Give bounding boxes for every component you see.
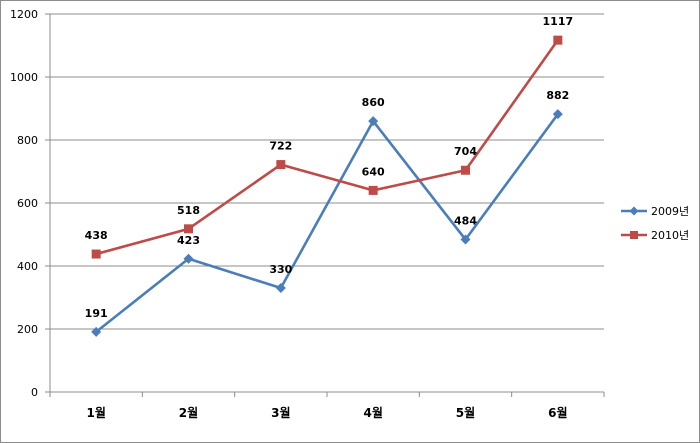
legend: 2009년 2010년 [621, 205, 689, 242]
legend-label: 2009년 [651, 205, 689, 218]
y-tick-label: 200 [17, 323, 38, 336]
x-tick-label: 6월 [548, 405, 567, 420]
legend-marker [630, 231, 638, 239]
data-labels: 191 423 330 860 484 882 438 518 722 640 704 1117 [85, 15, 573, 320]
data-label: 423 [177, 234, 200, 247]
data-point-marker [552, 109, 563, 120]
y-tick-label: 600 [17, 197, 38, 210]
data-point-marker [91, 326, 102, 337]
gridlines [50, 13, 604, 330]
x-tick-label: 2월 [179, 405, 198, 420]
data-label: 191 [85, 307, 108, 320]
y-axis: 0 200 400 600 800 1000 1200 [10, 8, 51, 399]
x-tick-label: 5월 [456, 405, 475, 420]
data-label: 518 [177, 204, 200, 217]
data-point-marker [91, 249, 101, 259]
data-point-marker [461, 165, 470, 175]
data-point-marker [184, 224, 193, 234]
data-label: 438 [85, 229, 108, 242]
x-tick-label: 4월 [363, 405, 382, 420]
data-label: 882 [546, 89, 569, 102]
data-point-marker [553, 35, 563, 45]
data-point-marker [183, 253, 194, 264]
series-group [91, 35, 563, 337]
data-label: 1117 [543, 15, 574, 28]
data-point-marker [276, 160, 286, 170]
y-tick-label: 1200 [10, 8, 38, 21]
y-tick-label: 400 [17, 260, 38, 273]
x-tick-label: 1월 [86, 405, 105, 420]
data-label: 640 [362, 165, 385, 178]
series-line-2 [95, 39, 559, 256]
data-label: 704 [454, 145, 477, 158]
series-line-1 [95, 113, 559, 333]
y-tick-label: 0 [31, 386, 38, 399]
legend-marker [629, 206, 639, 216]
data-label: 484 [454, 215, 477, 228]
data-label: 330 [269, 263, 292, 276]
legend-label: 2010년 [651, 229, 689, 242]
data-point-marker [368, 116, 379, 127]
y-tick-label: 1000 [10, 71, 38, 84]
y-tick-label: 800 [17, 134, 38, 147]
data-label: 860 [362, 96, 385, 109]
x-tick-label: 3월 [271, 405, 290, 420]
data-point-marker [460, 234, 471, 245]
data-label: 722 [269, 140, 292, 153]
data-point-marker [275, 283, 286, 294]
data-point-marker [368, 185, 378, 195]
x-axis: 1월 2월 3월 4월 5월 6월 [49, 391, 605, 420]
